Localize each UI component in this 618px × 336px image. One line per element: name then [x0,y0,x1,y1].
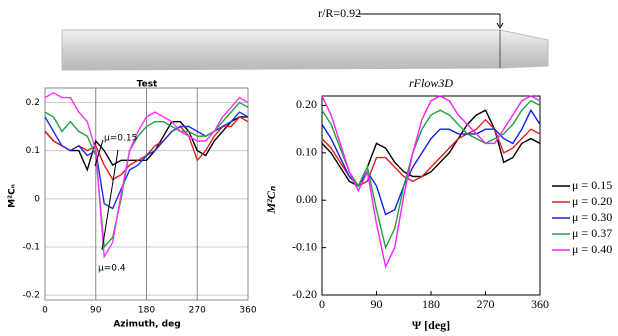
legend-label: μ = 0.37 [572,226,612,240]
x-axis-label: Ψ [deg] [412,318,450,332]
legend-label: μ = 0.30 [572,210,612,224]
legend-label: μ = 0.20 [572,194,612,208]
x-tick-label: 270 [189,306,206,316]
figure: r/R=0.92 0.20.10-0.1-0.2090180270360Test… [0,0,618,336]
y-tick-label: -0.1 [22,243,40,253]
y-tick-label: 0.2 [26,98,40,108]
x-tick-label: 180 [138,306,155,316]
x-tick-label: 270 [477,297,495,311]
y-tick-label: 0.1 [26,146,40,156]
y-tick-label: 0.00 [296,192,317,206]
x-tick-label: 90 [371,297,383,311]
x-tick-label: 90 [90,306,102,316]
x-tick-label: 360 [531,297,549,311]
y-tick-label: 0.20 [296,97,317,111]
y-axis-label: M²Cₙ [264,185,278,214]
x-tick-label: 360 [239,306,256,316]
blade [62,30,548,70]
plot-area [322,96,540,295]
y-tick-label: -0.10 [292,239,317,253]
annotation: μ=0.15 [104,134,137,144]
x-tick-label: 0 [319,297,325,311]
y-tick-label: -0.20 [292,287,317,301]
y-axis-label: M²Cₙ [8,184,18,208]
x-tick-label: 180 [422,297,440,311]
y-tick-label: 0 [34,194,40,204]
blade-view: r/R=0.92 [62,6,548,70]
x-tick-label: 0 [42,306,48,316]
y-tick-label: -0.2 [22,291,40,301]
legend-label: μ = 0.15 [572,178,612,192]
x-axis-label: Azimuth, deg [113,320,180,330]
station-label: r/R=0.92 [318,6,361,20]
chart-title: rFlow3D [409,76,453,90]
annotation: μ=0.4 [98,264,126,274]
legend-label: μ = 0.40 [572,242,612,256]
chart-title: Test [137,80,158,90]
rflow3d-chart: 0.20 0.10 0.00 -0.10 -0.200 90 180 270 360 μ = 0.… [264,76,612,332]
y-tick-label: 0.10 [296,145,317,159]
